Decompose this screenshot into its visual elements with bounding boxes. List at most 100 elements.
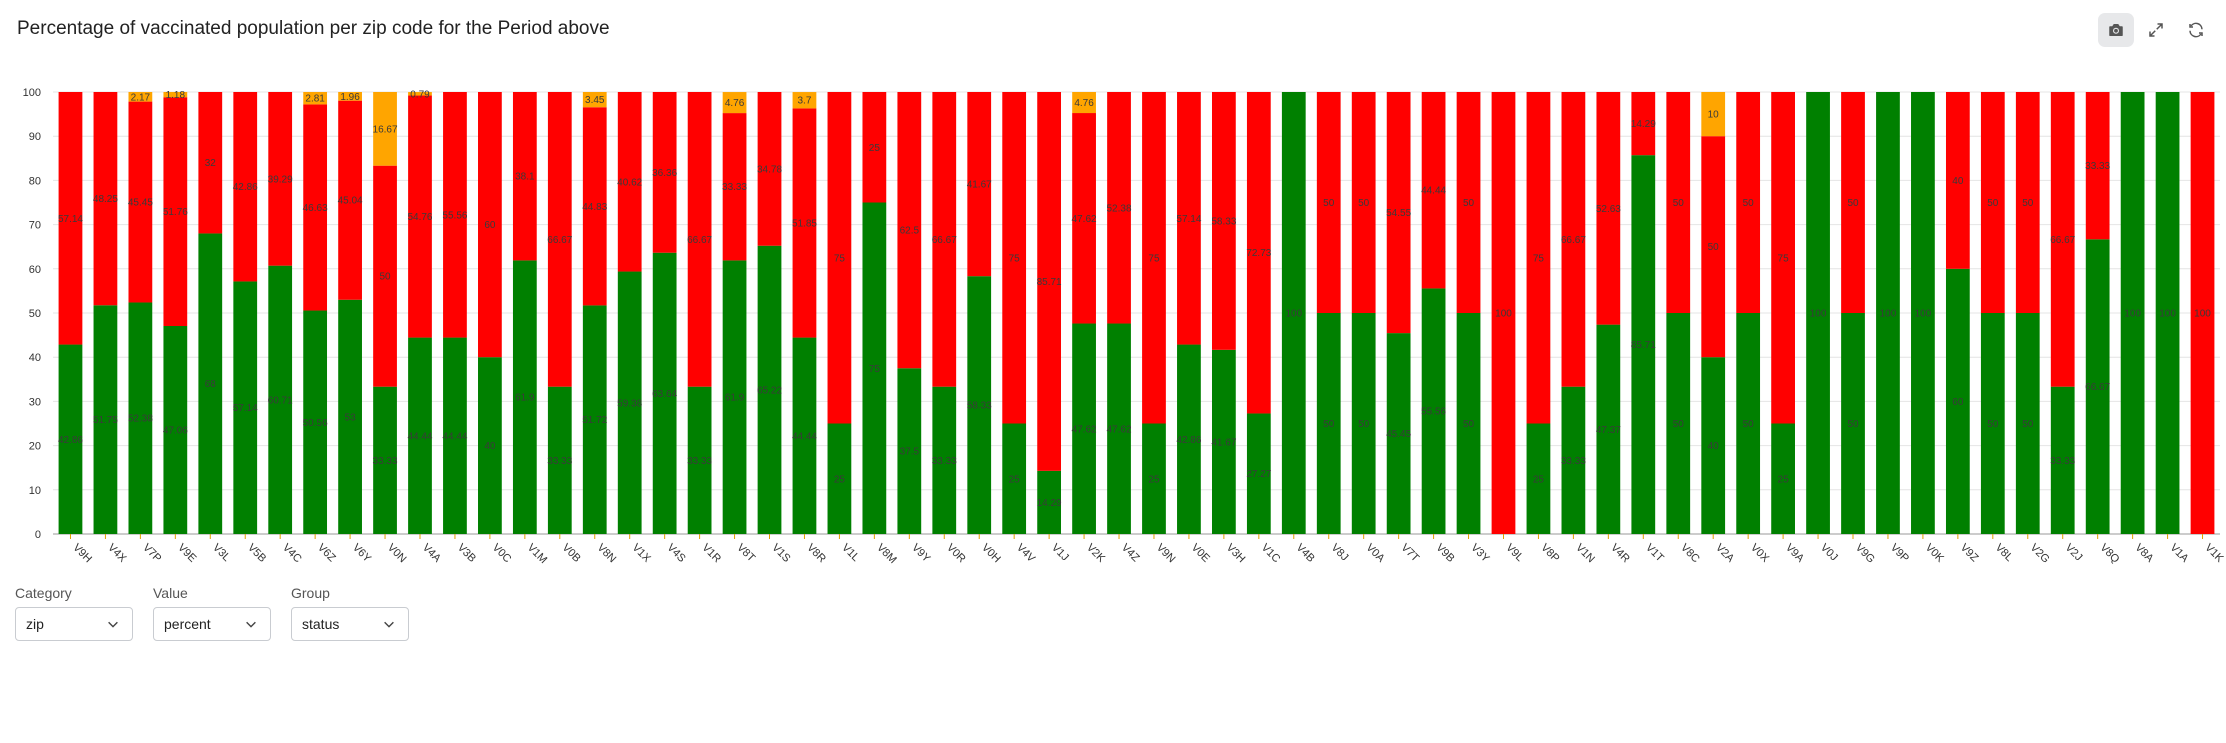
x-tick-label: V9N <box>1154 542 1178 566</box>
bar-segment <box>582 305 607 534</box>
x-tick-label: V0J <box>1818 542 1840 564</box>
bar-value-label: 42.86 <box>58 435 83 446</box>
bar-segment <box>827 423 852 534</box>
chart-controls: Category zip Value percent Group status <box>15 585 409 641</box>
bar-value-label: 50 <box>1708 242 1720 253</box>
category-value: zip <box>26 616 44 632</box>
bar-value-label: 58.33 <box>967 401 992 412</box>
bar-value-label: 44.83 <box>582 202 607 213</box>
bar-segment <box>932 92 957 387</box>
bar-value-label: 39.29 <box>268 174 293 185</box>
bar-segment <box>1456 92 1481 313</box>
bar-value-label: 14.29 <box>1631 119 1656 130</box>
bar-segment <box>2050 386 2075 534</box>
bar-value-label: 25 <box>869 143 881 154</box>
bar-value-label: 33.33 <box>373 456 398 467</box>
bar-value-label: 54.55 <box>1386 208 1411 219</box>
bar-segment <box>233 92 258 282</box>
bar-segment <box>233 281 258 534</box>
bar-segment <box>617 92 642 272</box>
bar-value-label: 58.33 <box>1211 216 1236 227</box>
x-tick-label: V5B <box>245 542 268 565</box>
x-tick-label: V4A <box>420 542 444 566</box>
bar-segment <box>303 104 328 311</box>
bar-segment <box>582 92 607 108</box>
group-value: status <box>302 616 340 632</box>
bar-value-label: 66.67 <box>687 235 712 246</box>
bar-value-label: 47.06 <box>163 425 188 436</box>
bar-segment <box>897 92 922 369</box>
bar-value-label: 57.14 <box>58 214 83 225</box>
x-tick-label: V1X <box>630 542 654 566</box>
bar-segment <box>617 271 642 534</box>
bar-segment <box>128 101 153 303</box>
bar-segment <box>757 245 782 534</box>
bar-value-label: 42.86 <box>233 182 258 193</box>
bar-segment <box>1980 313 2005 534</box>
bar-value-label: 48.25 <box>93 194 118 205</box>
bar-value-label: 50 <box>2022 198 2034 209</box>
bar-segment <box>897 368 922 534</box>
bar-value-label: 52.38 <box>1107 203 1132 214</box>
bar-value-label: 51.72 <box>582 415 607 426</box>
x-tick-label: V1S <box>769 542 792 565</box>
value-select[interactable]: percent <box>153 607 271 641</box>
bar-segment <box>792 92 817 109</box>
x-tick-label: V8J <box>1329 542 1351 564</box>
group-select[interactable]: status <box>291 607 409 641</box>
bar-value-label: 37.5 <box>900 447 920 458</box>
x-tick-label: V9B <box>1433 542 1456 565</box>
bar-segment <box>163 92 188 98</box>
x-tick-label: V3L <box>210 542 232 564</box>
bar-segment <box>1316 313 1341 534</box>
camera-icon[interactable] <box>2098 13 2134 47</box>
value-value: percent <box>164 616 211 632</box>
x-tick-label: V7T <box>1399 542 1422 565</box>
value-control: Value percent <box>153 585 271 641</box>
bar-segment <box>338 100 362 300</box>
bar-value-label: 41.67 <box>967 180 992 191</box>
bar-value-label: 47.62 <box>1107 424 1132 435</box>
refresh-icon[interactable] <box>2178 13 2214 47</box>
bar-segment <box>373 165 397 387</box>
bar-segment <box>268 92 293 266</box>
bar-value-label: 61.9 <box>725 393 745 404</box>
bar-segment <box>1246 413 1271 534</box>
x-tick-label: V4Z <box>1119 542 1142 565</box>
x-tick-label: V4B <box>1294 542 1317 565</box>
bar-segment <box>722 260 747 534</box>
bar-segment <box>58 344 83 534</box>
bar-segment <box>2050 92 2075 387</box>
x-tick-label: V2K <box>1084 542 1108 566</box>
category-control: Category zip <box>15 585 133 641</box>
x-tick-label: V9Z <box>1958 542 1981 565</box>
bar-segment <box>757 92 782 246</box>
x-tick-label: V9H <box>70 542 94 566</box>
bar-segment <box>163 97 188 326</box>
bar-segment <box>1281 92 1306 534</box>
bar-segment <box>722 92 747 114</box>
bar-segment <box>1771 423 1795 534</box>
y-tick-label: 60 <box>29 264 41 276</box>
bar-segment <box>547 92 572 387</box>
bar-segment <box>408 337 432 534</box>
bar-value-label: 25 <box>1778 474 1790 485</box>
bar-segment <box>478 357 502 534</box>
expand-icon[interactable] <box>2138 13 2174 47</box>
category-select[interactable]: zip <box>15 607 133 641</box>
bar-value-label: 66.67 <box>547 235 572 246</box>
bar-segment <box>1945 268 1970 534</box>
x-tick-label: V0E <box>1189 542 1212 565</box>
bar-value-label: 50 <box>1463 419 1475 430</box>
bar-segment <box>1107 323 1131 534</box>
bar-segment <box>932 386 957 534</box>
bar-value-label: 50 <box>1323 419 1335 430</box>
x-tick-label: V4V <box>1014 542 1038 566</box>
bar-segment <box>1945 92 1970 269</box>
x-tick-label: V8N <box>595 542 619 566</box>
bar-value-label: 27.27 <box>1246 469 1271 480</box>
bar-segment <box>268 265 293 534</box>
bar-segment <box>687 92 712 387</box>
bar-segment <box>1911 92 1935 534</box>
bar-value-label: 33.33 <box>1561 456 1586 467</box>
